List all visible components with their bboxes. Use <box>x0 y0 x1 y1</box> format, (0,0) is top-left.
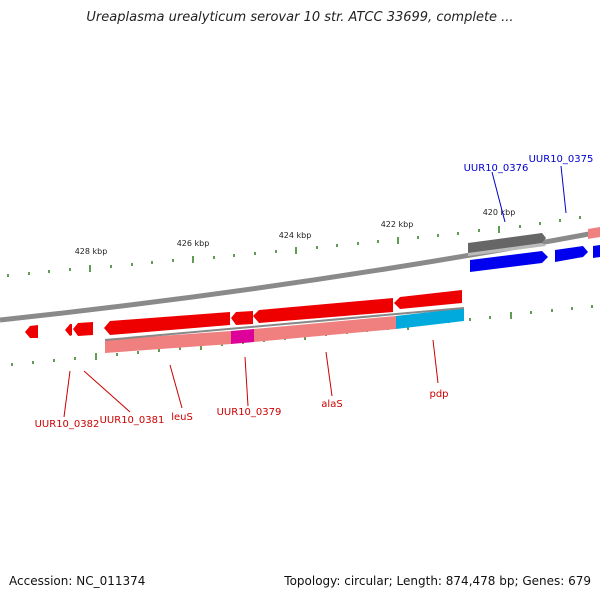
leader-line-uur10-0382 <box>63 370 71 418</box>
leader-line-uur10-0379 <box>244 356 249 407</box>
gene-label-alas[interactable]: alaS <box>321 399 342 410</box>
scale-label-422: 422 kbp <box>381 220 414 229</box>
gene-feature-gray-shadow <box>468 243 546 256</box>
cds-feature-uur10-0379[interactable] <box>231 311 253 325</box>
gene-label-uur10-0381[interactable]: UUR10_0381 <box>100 415 165 426</box>
gene-feature-alas[interactable] <box>254 316 396 342</box>
scale-label-426: 426 kbp <box>177 239 210 248</box>
leader-line-alas <box>325 351 333 397</box>
scale-label-428: 428 kbp <box>75 247 108 256</box>
leader-line-leus <box>169 364 183 409</box>
gene-label-uur10-0375[interactable]: UUR10_0375 <box>529 154 594 165</box>
cds-feature-alas[interactable] <box>253 298 393 323</box>
cds-feature-uur10-0376[interactable] <box>470 251 548 272</box>
cds-feature-next[interactable] <box>593 245 600 258</box>
gene-feature-pdp[interactable] <box>396 308 464 329</box>
cds-feature-small-1[interactable] <box>65 324 72 336</box>
cds-feature-uur10-0382[interactable] <box>25 325 38 338</box>
leader-line-uur10-0376 <box>491 171 506 223</box>
cds-feature-leus[interactable] <box>104 312 230 335</box>
scale-label-420: 420 kbp <box>483 208 516 217</box>
accession-text: Accession: NC_011374 <box>9 574 146 588</box>
gene-label-uur10-0379[interactable]: UUR10_0379 <box>217 407 282 418</box>
gene-feature-uur10-0379[interactable] <box>231 329 254 344</box>
reverse-gene-track <box>104 307 465 353</box>
cds-feature-pdp[interactable] <box>394 290 462 309</box>
gene-label-uur10-0382[interactable]: UUR10_0382 <box>35 419 100 430</box>
map-title: Ureaplasma urealyticum serovar 10 str. A… <box>86 10 514 25</box>
gene-label-pdp[interactable]: pdp <box>429 389 448 400</box>
genome-summary-text: Topology: circular; Length: 874,478 bp; … <box>284 574 591 588</box>
gene-label-uur10-0376[interactable]: UUR10_0376 <box>464 163 529 174</box>
forward-gene-track <box>468 227 600 272</box>
scale-label-424: 424 kbp <box>279 231 312 240</box>
upper-tick-row <box>7 216 581 277</box>
gene-feature-leus[interactable] <box>105 331 231 353</box>
gene-feature-next[interactable] <box>588 227 600 239</box>
gene-feature-gray[interactable] <box>468 233 546 253</box>
reverse-cds-track <box>25 290 462 338</box>
cds-feature-uur10-0375[interactable] <box>555 246 588 262</box>
leader-line-uur10-0375 <box>560 165 567 214</box>
cds-feature-uur10-0381[interactable] <box>73 322 93 336</box>
gene-label-leus[interactable]: leuS <box>171 412 193 423</box>
leader-line-uur10-0381 <box>83 370 131 413</box>
leader-line-pdp <box>432 339 439 384</box>
